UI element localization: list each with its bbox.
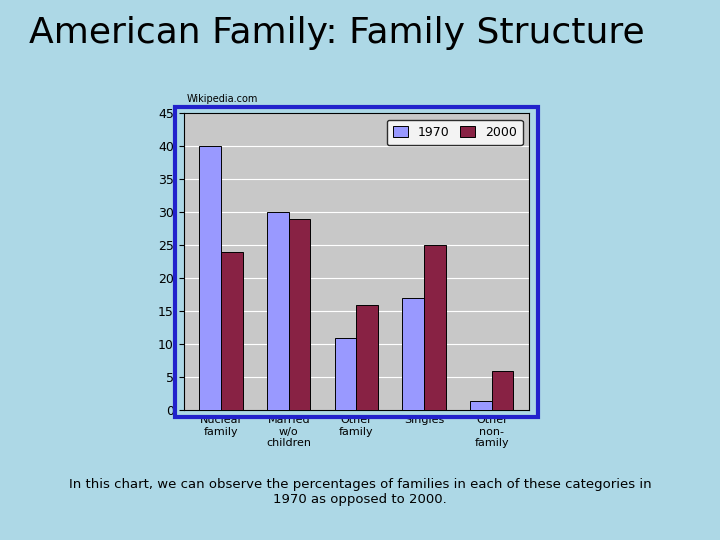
Bar <box>221 252 243 410</box>
Legend: 1970, 2000: 1970, 2000 <box>387 120 523 145</box>
Bar <box>356 305 378 410</box>
Text: American Family: Family Structure: American Family: Family Structure <box>29 16 644 50</box>
Bar <box>289 219 310 410</box>
Bar <box>267 212 289 410</box>
Bar <box>199 146 221 410</box>
Bar <box>492 371 513 410</box>
Text: In this chart, we can observe the percentages of families in each of these categ: In this chart, we can observe the percen… <box>68 478 652 506</box>
Bar <box>470 401 492 410</box>
Bar <box>402 298 424 410</box>
Text: Wikipedia.com: Wikipedia.com <box>187 94 258 105</box>
Bar <box>424 245 446 410</box>
Bar <box>335 338 356 410</box>
